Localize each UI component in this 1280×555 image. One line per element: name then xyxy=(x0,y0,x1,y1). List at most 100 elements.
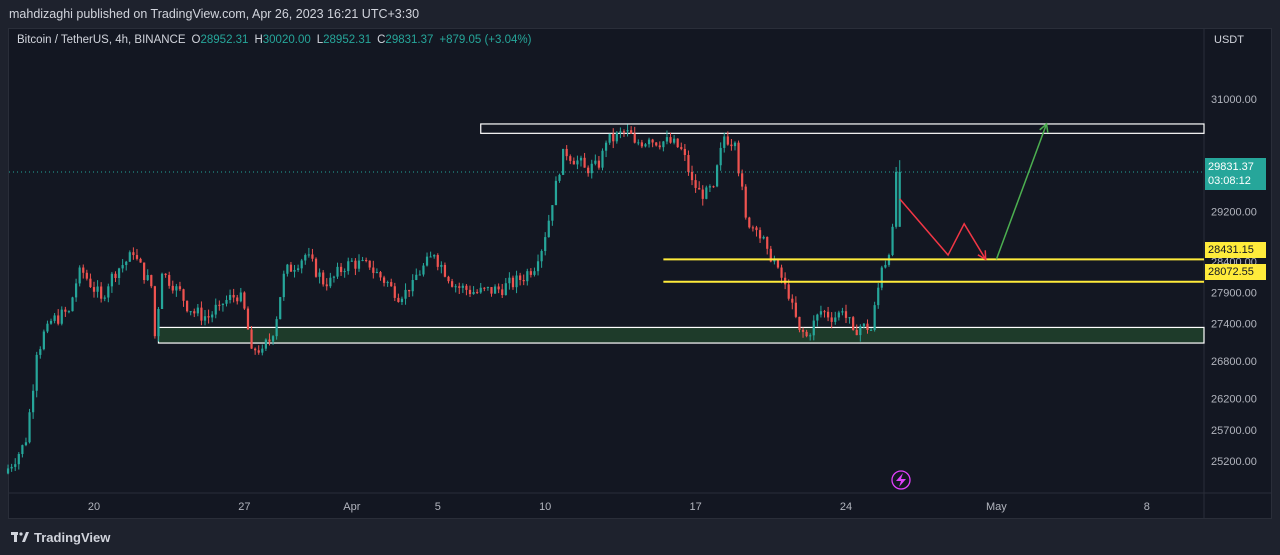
candle-body[interactable] xyxy=(85,272,88,279)
candle-body[interactable] xyxy=(53,315,56,321)
candle-body[interactable] xyxy=(82,267,85,273)
support-zone[interactable] xyxy=(157,326,1205,344)
candle-body[interactable] xyxy=(723,136,726,148)
candle-body[interactable] xyxy=(794,302,797,317)
candle-body[interactable] xyxy=(168,275,171,286)
candle-body[interactable] xyxy=(604,142,608,151)
candle-body[interactable] xyxy=(92,287,96,292)
candle-body[interactable] xyxy=(823,311,826,313)
candle-body[interactable] xyxy=(680,147,683,149)
candle-body[interactable] xyxy=(175,286,178,291)
candle-body[interactable] xyxy=(261,348,264,353)
candle-body[interactable] xyxy=(698,187,701,190)
candle-body[interactable] xyxy=(651,139,654,143)
candle-body[interactable] xyxy=(35,354,38,391)
candle-body[interactable] xyxy=(225,299,228,304)
candle-body[interactable] xyxy=(755,227,758,231)
candle-body[interactable] xyxy=(425,256,429,266)
candle-body[interactable] xyxy=(834,317,837,322)
candle-body[interactable] xyxy=(640,142,643,147)
candle-body[interactable] xyxy=(590,163,593,174)
candle-body[interactable] xyxy=(490,287,493,294)
candle-body[interactable] xyxy=(128,252,131,262)
candle-body[interactable] xyxy=(60,309,63,324)
candle-body[interactable] xyxy=(801,329,805,332)
candle-body[interactable] xyxy=(726,136,729,145)
candle-body[interactable] xyxy=(390,282,393,287)
candle-body[interactable] xyxy=(565,148,568,157)
candle-body[interactable] xyxy=(751,227,755,229)
candle-body[interactable] xyxy=(185,300,189,312)
candle-body[interactable] xyxy=(619,131,622,133)
candle-body[interactable] xyxy=(551,205,554,221)
candle-body[interactable] xyxy=(809,335,812,337)
candle-body[interactable] xyxy=(49,320,53,324)
candle-body[interactable] xyxy=(461,285,464,288)
candle-body[interactable] xyxy=(314,258,318,277)
candle-body[interactable] xyxy=(816,314,819,321)
candle-body[interactable] xyxy=(264,339,267,349)
candle-body[interactable] xyxy=(415,274,418,280)
candle-body[interactable] xyxy=(819,311,823,315)
candle-body[interactable] xyxy=(418,274,421,276)
candle-body[interactable] xyxy=(257,350,260,353)
candle-body[interactable] xyxy=(511,277,515,288)
bullish-path[interactable] xyxy=(995,123,1048,260)
candle-body[interactable] xyxy=(132,252,135,256)
candle-body[interactable] xyxy=(852,317,855,330)
candle-body[interactable] xyxy=(375,272,379,274)
candle-body[interactable] xyxy=(540,251,543,262)
candle-body[interactable] xyxy=(855,329,858,336)
candle-body[interactable] xyxy=(171,285,174,291)
candle-body[interactable] xyxy=(884,264,887,268)
candle-body[interactable] xyxy=(103,297,106,299)
candle-body[interactable] xyxy=(10,466,13,469)
candle-body[interactable] xyxy=(501,289,504,296)
candle-body[interactable] xyxy=(572,160,575,165)
candle-body[interactable] xyxy=(408,289,411,292)
candle-body[interactable] xyxy=(164,273,167,276)
candle-body[interactable] xyxy=(805,331,808,337)
candle-body[interactable] xyxy=(318,272,321,277)
candle-body[interactable] xyxy=(594,160,597,164)
candle-body[interactable] xyxy=(17,454,20,465)
candle-body[interactable] xyxy=(343,271,346,273)
candle-body[interactable] xyxy=(862,323,866,327)
candle-body[interactable] xyxy=(117,268,121,279)
candle-body[interactable] xyxy=(397,297,400,302)
currency-label[interactable]: USDT xyxy=(1214,34,1244,46)
candle-body[interactable] xyxy=(673,138,676,143)
candle-body[interactable] xyxy=(558,174,561,181)
candle-body[interactable] xyxy=(411,280,414,292)
candle-body[interactable] xyxy=(271,336,275,342)
candle-body[interactable] xyxy=(275,319,278,337)
candle-body[interactable] xyxy=(526,271,529,282)
candle-body[interactable] xyxy=(826,311,830,318)
candle-body[interactable] xyxy=(365,259,368,261)
candle-body[interactable] xyxy=(880,267,883,288)
candle-body[interactable] xyxy=(153,286,156,337)
candle-body[interactable] xyxy=(28,412,31,443)
symbol-title[interactable]: Bitcoin / TetherUS, 4h, BINANCE xyxy=(17,34,186,46)
candle-body[interactable] xyxy=(676,138,679,148)
candle-body[interactable] xyxy=(737,142,740,174)
candle-body[interactable] xyxy=(615,132,618,142)
candle-body[interactable] xyxy=(39,349,42,355)
candle-body[interactable] xyxy=(422,265,425,275)
candle-body[interactable] xyxy=(286,264,289,274)
candle-body[interactable] xyxy=(293,269,296,272)
candle-body[interactable] xyxy=(587,167,590,174)
candle-body[interactable] xyxy=(379,272,382,278)
candle-body[interactable] xyxy=(203,316,207,321)
candle-body[interactable] xyxy=(644,144,647,147)
candle-body[interactable] xyxy=(454,286,457,288)
candle-body[interactable] xyxy=(67,311,71,313)
candle-body[interactable] xyxy=(182,289,185,301)
candle-body[interactable] xyxy=(232,294,235,298)
candle-body[interactable] xyxy=(307,254,310,256)
candle-body[interactable] xyxy=(125,261,128,266)
candle-body[interactable] xyxy=(32,390,35,413)
candle-body[interactable] xyxy=(665,137,669,142)
candle-body[interactable] xyxy=(139,258,142,263)
candle-body[interactable] xyxy=(683,148,686,156)
